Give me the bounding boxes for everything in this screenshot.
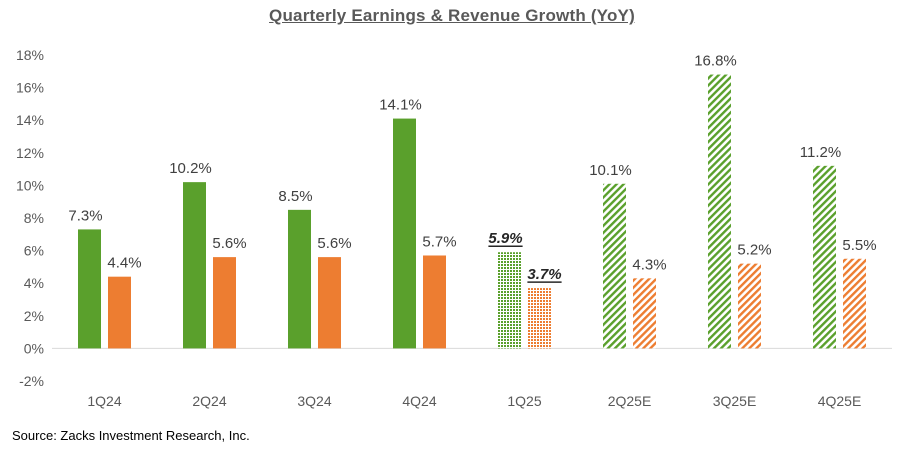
- y-axis-ticks: -2% 0% 2% 4% 6% 8% 10% 12% 14% 16% 18%: [16, 47, 44, 389]
- revenue-value-label: 3.7%: [527, 266, 561, 283]
- earnings-value-label: 14.1%: [379, 97, 422, 114]
- revenue-value-label: 5.2%: [737, 242, 771, 259]
- earnings-value-label: 8.5%: [278, 188, 312, 205]
- x-tick-label: 3Q25E: [713, 393, 757, 409]
- x-tick-label: 1Q25: [507, 393, 541, 409]
- revenue-value-label: 5.5%: [842, 237, 876, 254]
- x-tick-label: 4Q25E: [818, 393, 862, 409]
- y-tick-label: 0%: [24, 340, 44, 356]
- revenue-bar-2q24: [213, 257, 236, 349]
- earnings-bar-1q24: [78, 229, 101, 349]
- y-tick-label: 14%: [16, 112, 44, 128]
- y-tick-label: 2%: [24, 308, 44, 324]
- earnings-value-label: 10.2%: [169, 160, 212, 177]
- y-tick-label: 6%: [24, 243, 44, 259]
- y-tick-label: 16%: [16, 80, 44, 96]
- earnings-bar-1q25: [498, 252, 521, 349]
- revenue-bar-4q25e: [843, 258, 866, 349]
- chart-title: Quarterly Earnings & Revenue Growth (YoY…: [269, 6, 635, 25]
- earnings-bar-4q24: [393, 118, 416, 349]
- revenue-bar-1q24: [108, 276, 131, 349]
- bars-group: [78, 74, 866, 349]
- source-note: Source: Zacks Investment Research, Inc.: [12, 428, 250, 443]
- y-tick-label: 10%: [16, 177, 44, 193]
- revenue-bar-3q25e: [738, 263, 761, 349]
- x-tick-label: 2Q25E: [608, 393, 652, 409]
- y-tick-label: 12%: [16, 145, 44, 161]
- earnings-bar-2q25e: [603, 183, 626, 349]
- x-tick-label: 1Q24: [87, 393, 121, 409]
- y-tick-label: 8%: [24, 210, 44, 226]
- revenue-bar-2q25e: [633, 278, 656, 349]
- earnings-value-label: 11.2%: [800, 144, 841, 161]
- x-tick-label: 3Q24: [297, 393, 331, 409]
- revenue-value-label: 5.7%: [422, 233, 456, 250]
- revenue-value-label: 4.3%: [632, 256, 666, 273]
- y-tick-label: 4%: [24, 275, 44, 291]
- earnings-value-label: 5.9%: [488, 230, 522, 247]
- data-labels-group: 7.3% 4.4% 10.2% 5.6% 8.5% 5.6% 14.1% 5.7% 5.9% 3.…: [68, 53, 876, 284]
- revenue-value-label: 5.6%: [317, 235, 351, 252]
- earnings-value-label: 7.3%: [68, 207, 102, 224]
- earnings-bar-2q24: [183, 182, 206, 349]
- revenue-bar-1q25: [528, 288, 551, 349]
- y-tick-label: 18%: [16, 47, 44, 63]
- revenue-value-label: 4.4%: [107, 255, 141, 272]
- x-axis-ticks: 1Q24 2Q24 3Q24 4Q24 1Q25 2Q25E 3Q25E 4Q25E: [87, 393, 861, 409]
- x-tick-label: 4Q24: [402, 393, 436, 409]
- earnings-bar-3q24: [288, 209, 311, 349]
- x-tick-label: 2Q24: [192, 393, 226, 409]
- earnings-value-label: 10.1%: [589, 162, 632, 179]
- revenue-value-label: 5.6%: [212, 235, 246, 252]
- earnings-bar-4q25e: [813, 165, 836, 349]
- revenue-bar-3q24: [318, 257, 341, 349]
- y-tick-label: -2%: [19, 373, 44, 389]
- earnings-bar-3q25e: [708, 74, 731, 349]
- revenue-bar-4q24: [423, 255, 446, 349]
- earnings-value-label: 16.8%: [694, 53, 737, 70]
